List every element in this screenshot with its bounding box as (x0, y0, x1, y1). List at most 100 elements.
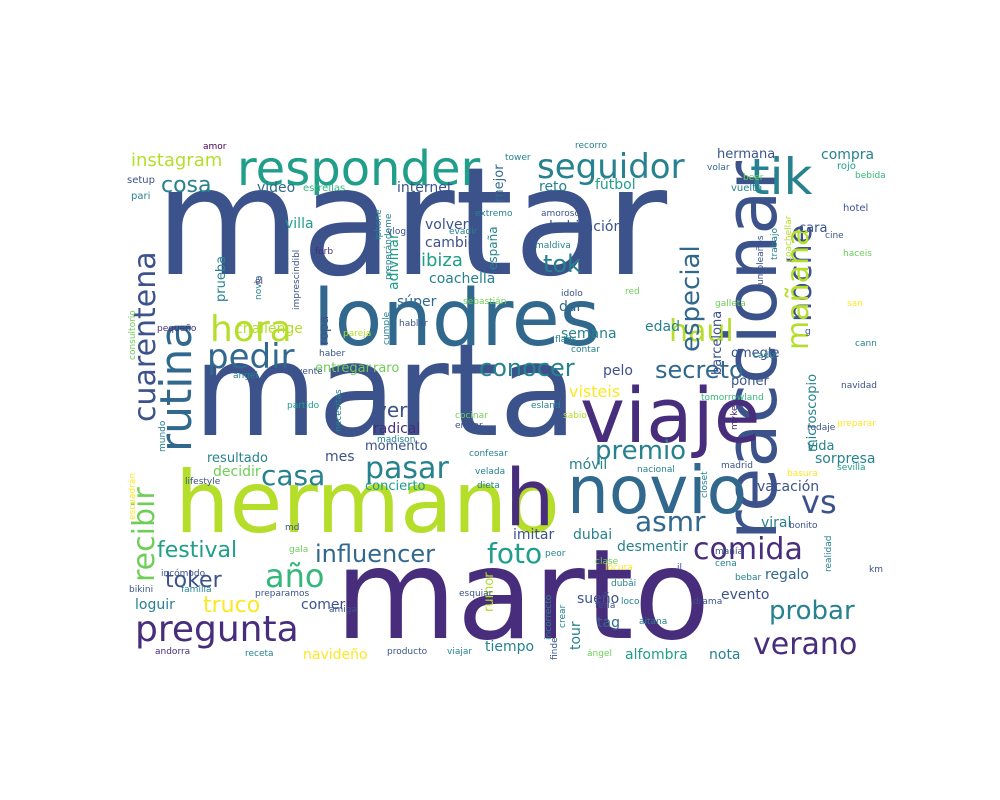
word-madrid: madrid (721, 461, 753, 471)
word-iphone: iphone (374, 209, 384, 240)
word-omegle: omegle (731, 346, 780, 361)
word-martar: martar (155, 140, 668, 310)
word-gala: gala (289, 545, 309, 555)
word-evadir: evadir (449, 227, 478, 237)
word-cena: cena (715, 559, 737, 569)
word-ibiza: ibiza (421, 250, 463, 271)
word-viajar: viajar (447, 647, 473, 657)
word-vente: vente (297, 367, 323, 377)
word-tok: tok (543, 250, 581, 278)
word-contar: contar (571, 345, 600, 355)
word-nacional: nacional (637, 465, 675, 475)
word-mejor: mejor (492, 164, 507, 202)
word-imprescindibl: imprescindibl (292, 249, 302, 310)
word-tour: tour (568, 621, 584, 650)
word-esland: esland (531, 401, 561, 411)
word-pregunta: pregunta (135, 609, 299, 650)
word-especial: especial (676, 245, 706, 352)
word-g: g (805, 327, 811, 337)
word-basura: basura (787, 469, 818, 479)
word-mundo: mundo (158, 420, 168, 452)
word-cadiz: cádiz (753, 351, 777, 361)
word-toker: toker (165, 568, 222, 593)
word-hermana: hermana (717, 147, 776, 162)
word-coachellar: coachellar (784, 215, 794, 262)
word-comer: comer (301, 597, 346, 613)
word-rojo: rojo (837, 161, 856, 172)
word-aitana: aitana (639, 617, 668, 627)
word-incorrecto: incorrecto (544, 594, 554, 640)
word-comida: comida (693, 532, 803, 567)
word-tower: tower (505, 153, 531, 163)
word-maldiva: maldiva (535, 241, 571, 251)
word-haber: haber (319, 349, 346, 359)
word-mania: manía (715, 547, 744, 557)
word-necesitas: necesitas (334, 389, 344, 432)
word-semana: semana (561, 326, 617, 342)
word-internet: internet (397, 180, 453, 196)
word-km: km (869, 565, 883, 575)
word-probar: probar (769, 596, 855, 626)
word-secreto: secreto (655, 356, 744, 384)
word-realidad: realidad (824, 535, 834, 573)
word-loco: loco (621, 597, 640, 607)
word-viaje: viaje (580, 371, 761, 460)
word-sevilla: sevilla (837, 463, 866, 473)
word-amiga: amiga (329, 605, 358, 615)
word-cara: cara (799, 221, 828, 236)
word-h: h (505, 454, 555, 544)
word-bikini: bikini (129, 585, 154, 595)
word-nota: nota (709, 647, 741, 662)
word-habitacion: habitación (549, 219, 623, 235)
word-pari: pari (131, 191, 151, 202)
word-londres: londres (313, 274, 601, 364)
word-md: md (285, 523, 300, 533)
word-confesar: confesar (469, 449, 508, 459)
word-responder: responder (237, 141, 481, 197)
word-edad: edad (645, 319, 680, 335)
word-galleta: galleta (715, 299, 746, 309)
word-red: red (625, 287, 640, 297)
word-hablar: hablar (399, 319, 428, 329)
word-navidad: navidad (841, 381, 877, 391)
word-cocinar: cocinar (455, 411, 488, 421)
word-trabajo: trabajo (770, 228, 780, 260)
word-haul: haul (669, 314, 734, 349)
word-il: il (677, 563, 683, 573)
word-viral: viral (761, 515, 792, 531)
word-sebastian: sebastián (463, 297, 507, 307)
word-volar: volar (707, 163, 730, 173)
word-asmr: asmr (635, 505, 706, 538)
word-flags: flags (555, 335, 577, 345)
word-escuadran: escuadrán (128, 472, 138, 520)
word-hora: hora (210, 309, 292, 350)
word-preparar: preparar (837, 419, 876, 429)
word-loguir: loguir (135, 597, 175, 613)
word-lifestyle: lifestyle (185, 477, 221, 487)
word-extremo: extremo (475, 209, 513, 219)
word-verano: verano (753, 627, 858, 662)
word-velada: velada (475, 467, 506, 477)
word-producto: producto (387, 647, 428, 657)
word-challenge: challenge (235, 321, 303, 337)
word-decidir: decidir (213, 464, 261, 480)
word-tomorrowland: tomorrowland (701, 393, 764, 403)
word-video: video (257, 180, 296, 196)
word-forb: forb (315, 247, 334, 257)
word-myke: myke (730, 405, 740, 430)
word-ropa: ropa (317, 315, 332, 345)
word-preparamos: preparamos (255, 589, 310, 599)
word-futbol: fútbol (595, 177, 636, 193)
word-el: él (255, 277, 264, 287)
word-instagram: instagram (131, 150, 223, 171)
word-foto: foto (487, 537, 543, 570)
word-beer: beer (743, 173, 764, 183)
word-closet: closet (700, 471, 710, 498)
word-cloud: martar marta marto londres hermano reacc… (125, 140, 905, 662)
word-pareja: pareja (343, 329, 372, 339)
word-crear: crear (558, 604, 568, 628)
word-san: san (847, 299, 863, 309)
word-visteis: visteis (569, 382, 621, 401)
word-movil: móvil (569, 457, 608, 473)
word-sueno: sueño (577, 591, 620, 607)
